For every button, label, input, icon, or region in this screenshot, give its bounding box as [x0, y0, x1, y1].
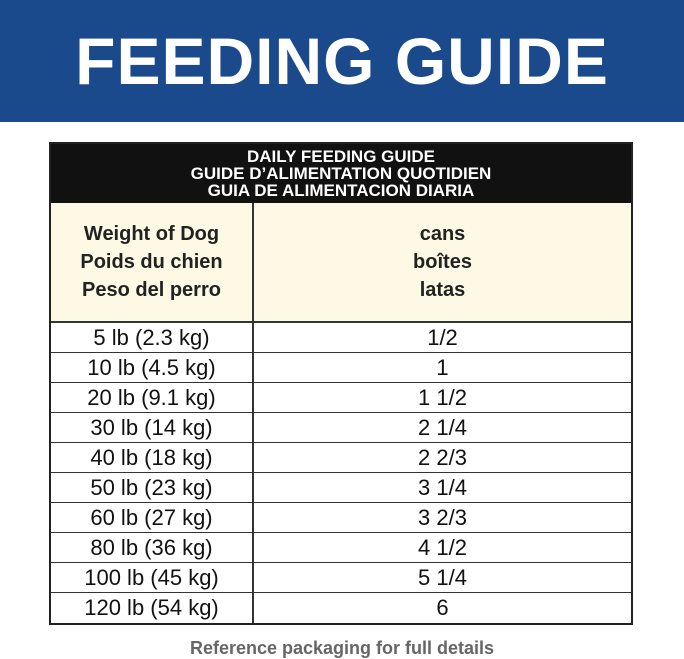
weight-cell: 50 lb (23 kg) [90, 475, 213, 500]
column-header-line: Peso del perro [82, 279, 221, 301]
table-row: 5 lb (2.3 kg) 1/2 [51, 323, 631, 353]
cans-cell: 3 2/3 [418, 505, 467, 530]
column-divider [252, 203, 254, 623]
table-row: 120 lb (54 kg) 6 [51, 593, 631, 623]
footer-note: Reference packaging for full details [189, 638, 495, 658]
weight-cell: 20 lb (9.1 kg) [87, 385, 216, 410]
caption-line: GUIA DE ALIMENTACION DIARIA [207, 181, 475, 200]
table-row: 60 lb (27 kg) 3 2/3 [51, 503, 631, 533]
table-row: 20 lb (9.1 kg) 1 1/2 [51, 383, 631, 413]
table-row: 80 lb (36 kg) 4 1/2 [51, 533, 631, 563]
cans-cell: 2 1/4 [418, 415, 467, 440]
weight-cell: 120 lb (54 kg) [84, 595, 219, 620]
banner: FEEDING GUIDE [0, 0, 684, 122]
weight-cell: 10 lb (4.5 kg) [87, 355, 216, 380]
column-header-line: Poids du chien [80, 251, 223, 273]
weight-cell: 40 lb (18 kg) [90, 445, 213, 470]
table-row: 40 lb (18 kg) 2 2/3 [51, 443, 631, 473]
cans-cell: 4 1/2 [418, 535, 467, 560]
column-header: cans boîtes latas [254, 203, 631, 323]
caption-line: GUIDE D’ALIMENTATION QUOTIDIEN [190, 164, 492, 183]
column-header-line: cans [419, 223, 466, 245]
column-header-line: Weight of Dog [83, 223, 220, 245]
feeding-table: DAILY FEEDING GUIDE GUIDE D’ALIMENTATION … [49, 142, 633, 625]
table-row: 100 lb (45 kg) 5 1/4 [51, 563, 631, 593]
column-header-line: boîtes [413, 251, 472, 273]
table-row: 30 lb (14 kg) 2 1/4 [51, 413, 631, 443]
cans-cell: 2 2/3 [418, 445, 467, 470]
column-header: Weight of Dog Poids du chien Peso del perr… [51, 203, 252, 323]
title: FEEDING GUIDE [75, 24, 609, 98]
cans-cell: 6 [436, 595, 449, 620]
cans-cell: 1 [436, 355, 449, 380]
table-row: 50 lb (23 kg) 3 1/4 [51, 473, 631, 503]
caption-line: DAILY FEEDING GUIDE [247, 147, 435, 166]
cans-cell: 3 1/4 [418, 475, 467, 500]
weight-cell: 80 lb (36 kg) [90, 535, 213, 560]
weight-cell: 30 lb (14 kg) [90, 415, 213, 440]
column-header-line: latas [419, 279, 466, 301]
weight-cell: 60 lb (27 kg) [90, 505, 213, 530]
weight-cell: 100 lb (45 kg) [84, 565, 219, 590]
cans-cell: 1/2 [427, 325, 458, 350]
cans-cell: 5 1/4 [418, 565, 467, 590]
cans-cell: 1 1/2 [418, 385, 467, 410]
table-row: 10 lb (4.5 kg) 1 [51, 353, 631, 383]
table-caption: DAILY FEEDING GUIDE GUIDE D’ALIMENTATION … [51, 144, 631, 203]
weight-cell: 5 lb (2.3 kg) [93, 325, 210, 350]
